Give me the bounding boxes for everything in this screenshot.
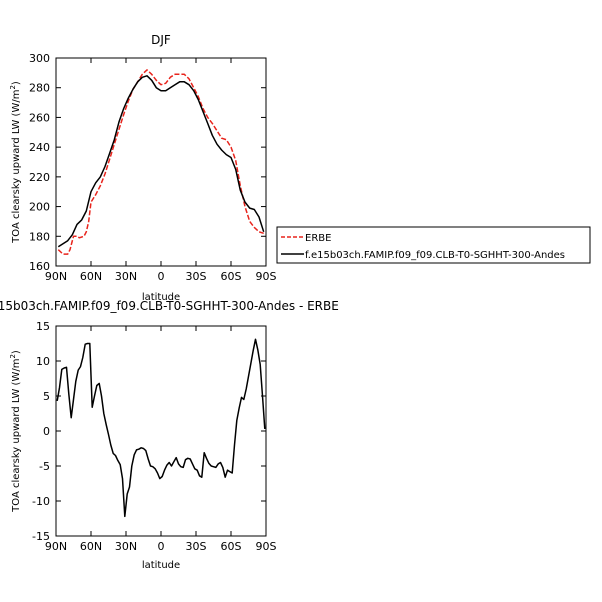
legend-label-model: f.e15b03ch.FAMIP.f09_f09.CLB-T0-SGHHT-30…: [305, 250, 565, 261]
panel2-ylabel-sup: 2: [9, 354, 17, 358]
panel2-ticks: 90N 60N 30N 0 30S 60S 90S -15 -10 -5 0 5 10 15: [32, 320, 276, 553]
panel1-xtick-label: 30N: [115, 270, 137, 283]
panel2-plot-area: [55, 325, 267, 537]
panel1-xtick-label: 60S: [221, 270, 242, 283]
panel2-xtick-label: 60N: [80, 540, 102, 553]
panel1-xtick-label: 90N: [45, 270, 67, 283]
legend: ERBE f.e15b03ch.FAMIP.f09_f09.CLB-T0-SGH…: [276, 226, 591, 264]
panel2-ylabel-main: TOA clearsky upward LW (W/m: [11, 359, 22, 513]
panel1-xtick-label: 90S: [256, 270, 277, 283]
panel2-xlabel: latitude: [142, 560, 180, 571]
legend-label-erbe: ERBE: [305, 233, 331, 244]
panel1-ylabel-main: TOA clearsky upward LW (W/m: [11, 90, 22, 244]
panel1-ytick-label: 260: [29, 111, 50, 124]
panel1-plot-area: [55, 57, 267, 267]
panel1-title: DJF: [151, 33, 171, 47]
panel2-ytick-label: 15: [36, 320, 50, 333]
panel2-ytick-label: 0: [43, 425, 50, 438]
panel1-ytick-label: 220: [29, 171, 50, 184]
panel1-ytick-label: 240: [29, 141, 50, 154]
panel2-series: [56, 338, 266, 518]
panel2-title: f.e15b03ch.FAMIP.f09_f09.CLB-T0-SGHHT-30…: [0, 299, 339, 313]
panel2-ytick-label: -5: [39, 460, 50, 473]
panel1-xtick-label: 30S: [186, 270, 207, 283]
panel2-xtick-label: 60S: [221, 540, 242, 553]
panel2-xtick-label: 90S: [256, 540, 277, 553]
panel2-ytick-label: 5: [43, 390, 50, 403]
panel1-ytick-label: 160: [29, 260, 50, 273]
panel1-series: [57, 69, 265, 255]
panel2-series-line-0: [56, 338, 266, 518]
panel1-ytick-label: 300: [29, 52, 50, 65]
panel1-ytick-label: 180: [29, 230, 50, 243]
panel1-xtick-label: 60N: [80, 270, 102, 283]
panel2-ytick-label: -15: [32, 530, 50, 543]
panel2-ytick-label: 10: [36, 355, 50, 368]
panel1-ylabel: TOA clearsky upward LW (W/m2): [9, 81, 22, 244]
panel1-ytick-label: 200: [29, 201, 50, 214]
legend-box: [276, 226, 591, 264]
panel1-xtick-label: 0: [158, 270, 165, 283]
panel2-frame: [55, 325, 267, 537]
panel2-xtick-label: 30S: [186, 540, 207, 553]
panel2-ytick-label: -10: [32, 495, 50, 508]
panel2-xtick-label: 30N: [115, 540, 137, 553]
panel2-xtick-label: 90N: [45, 540, 67, 553]
panel2-xtick-label: 0: [158, 540, 165, 553]
panel1-ylabel-end: ): [11, 81, 22, 85]
panel1-ytick-label: 280: [29, 82, 50, 95]
panel2-ylabel-end: ): [11, 350, 22, 354]
panel1-series-line-1: [57, 75, 265, 248]
panel1-frame: [55, 57, 267, 267]
panel1-xlabel: latitude: [142, 292, 180, 303]
panel1-ticks: 90N 60N 30N 0 30S 60S 90S 160 180 200 220 240 260 280…: [29, 52, 277, 283]
panel1-ylabel-sup: 2: [9, 85, 17, 89]
panel2-ylabel: TOA clearsky upward LW (W/m2): [9, 350, 22, 513]
panel1-series-line-0: [57, 69, 264, 255]
